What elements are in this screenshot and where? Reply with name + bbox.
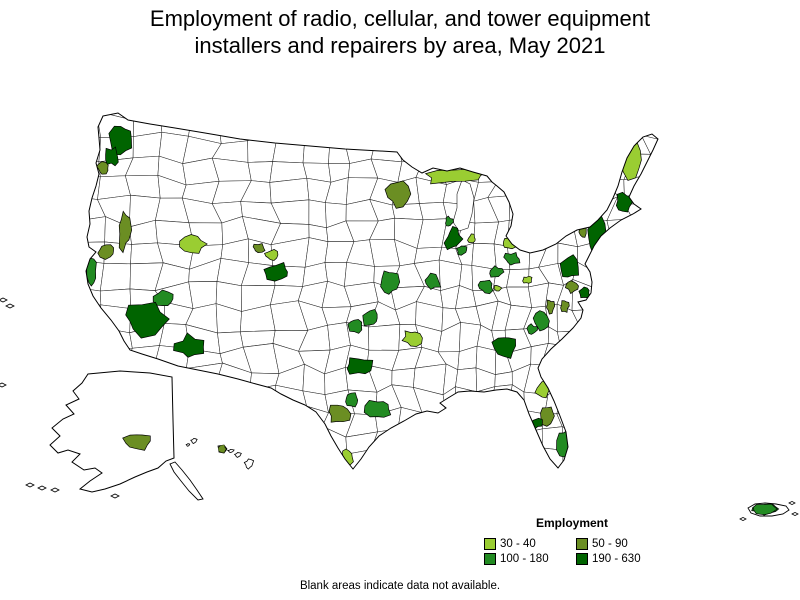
- title-line-2: installers and repairers by area, May 20…: [194, 32, 606, 58]
- footnote: Blank areas indicate data not available.: [299, 580, 501, 592]
- title-line-1: Employment of radio, cellular, and tower…: [149, 6, 651, 31]
- legend-title: Employment: [535, 516, 608, 530]
- legend-swatch-dark-green-icon: [576, 553, 588, 565]
- legend: Employment 30 - 40 50 - 90 100 - 180 190…: [484, 516, 660, 565]
- legend-item-50-90: 50 - 90: [576, 538, 660, 550]
- legend-grid: 30 - 40 50 - 90 100 - 180 190 - 630: [484, 538, 660, 565]
- legend-label: 30 - 40: [500, 538, 536, 550]
- page-title: Employment of radio, cellular, and tower…: [0, 6, 800, 60]
- legend-label: 100 - 180: [500, 553, 549, 565]
- legend-label: 190 - 630: [592, 553, 641, 565]
- legend-swatch-olive-icon: [576, 538, 588, 550]
- legend-item-30-40: 30 - 40: [484, 538, 576, 550]
- legend-swatch-light-green-icon: [484, 538, 496, 550]
- legend-item-190-630: 190 - 630: [576, 553, 660, 565]
- legend-item-100-180: 100 - 180: [484, 553, 576, 565]
- legend-label: 50 - 90: [592, 538, 628, 550]
- legend-swatch-green-icon: [484, 553, 496, 565]
